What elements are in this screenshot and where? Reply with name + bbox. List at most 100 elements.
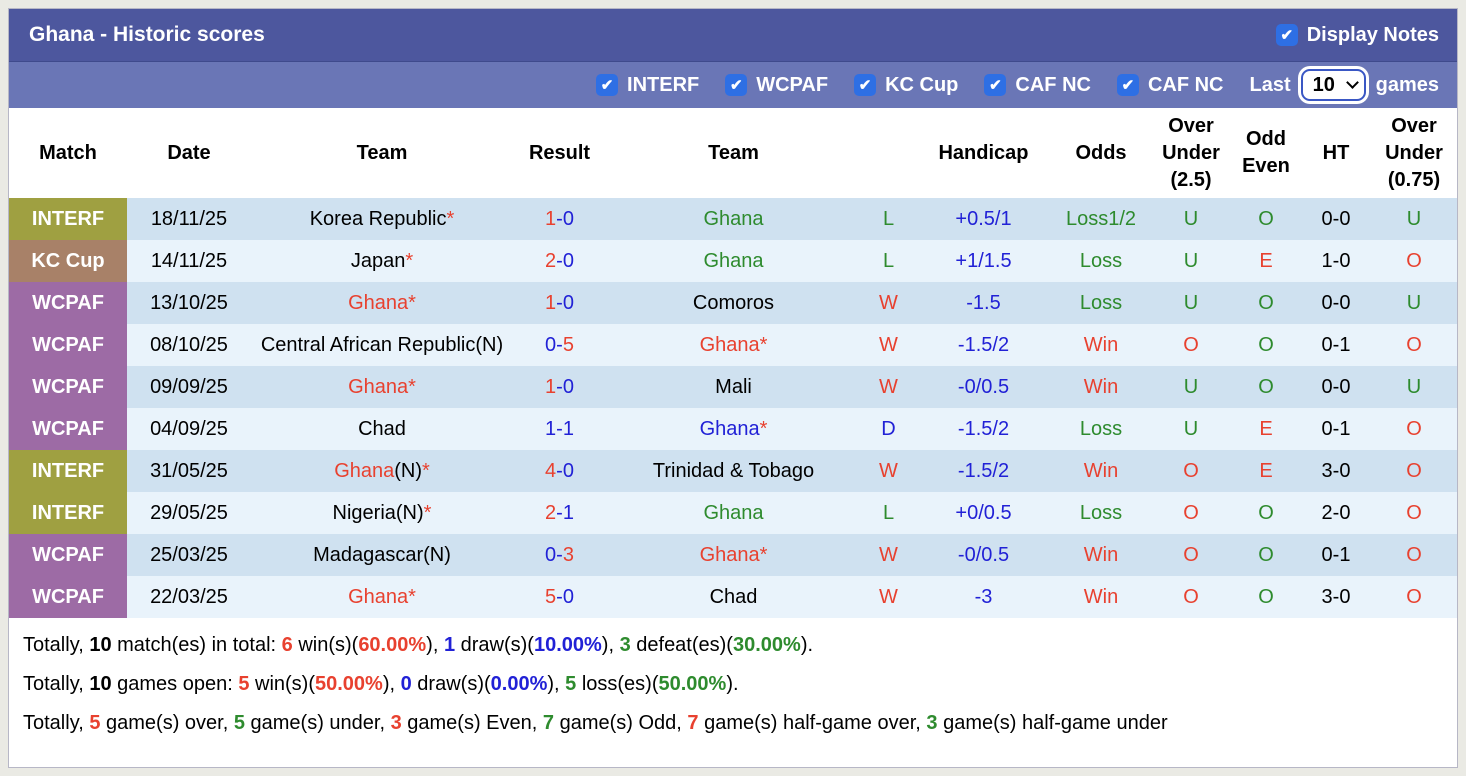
text-segment: U [1183,291,1199,314]
text-segment: O [1258,375,1274,398]
text-segment: Loss [1079,501,1123,524]
text-segment: 5 [565,673,577,695]
match-badge: WCPAF [9,576,127,618]
text-segment: 5 [238,673,250,695]
text-segment: * [408,585,416,608]
text-segment: O [1406,585,1422,608]
text-segment: 7 [542,712,555,734]
checkbox-checked-icon[interactable]: ✔ [725,74,748,96]
competition-toggle-caf-nc-4[interactable]: ✔ CAF NC [984,74,1091,97]
text-segment: ). [800,634,814,656]
text-segment: 14/11/25 [150,249,228,272]
odd-even-cell: E [1231,240,1301,282]
checkbox-checked-icon[interactable]: ✔ [854,74,877,96]
table-body: INTERF 18/11/25 Korea Republic* 1-0 Ghana L +0… [9,198,1457,618]
odds-cell: Loss [1051,492,1151,534]
result-cell: 2-1 [513,492,606,534]
summary-line-3: Totally, 5 game(s) over, 5 game(s) under… [23,704,1457,743]
checkbox-checked-icon[interactable]: ✔ [1116,74,1139,96]
text-segment: 0-0 [1321,375,1351,398]
match-badge: WCPAF [9,324,127,366]
text-segment: W [879,375,898,398]
text-segment: * [408,375,416,398]
text-segment: 04/09/25 [150,417,228,440]
ht-cell: 1-0 [1301,240,1371,282]
text-segment: 2 [545,249,557,272]
match-badge: WCPAF [9,534,127,576]
handicap-cell: -0/0.5 [916,534,1051,576]
over-under-075-cell: O [1371,408,1457,450]
over-under-25-cell: U [1151,408,1231,450]
over-under-075-cell: U [1371,282,1457,324]
text-segment: O [1258,501,1274,524]
text-segment: O [1258,333,1274,356]
result-cell: 1-0 [513,282,606,324]
away-team-cell: Trinidad & Tobago [606,450,861,492]
text-segment: 5 [89,712,101,734]
text-segment: +0/0.5 [955,501,1012,524]
text-segment: * [423,501,432,524]
over-under-25-cell: O [1151,324,1231,366]
text-segment: draw(s)( [455,634,534,656]
text-segment: Loss [1079,291,1123,314]
odds-cell: Win [1051,576,1151,618]
result-cell: 1-0 [513,366,606,408]
text-segment: Win [1083,459,1119,482]
text-segment: 13/10/25 [150,291,228,314]
over-under-075-cell: O [1371,576,1457,618]
text-segment: Ghana [699,543,760,566]
text-segment: U [1183,249,1199,272]
text-segment: 0- [545,333,563,356]
text-segment: Ghana [699,333,760,356]
handicap-cell: +0/0.5 [916,492,1051,534]
text-segment: U [1406,291,1422,314]
text-segment: * [759,543,768,566]
text-segment: * [408,291,416,314]
checkbox-checked-icon[interactable]: ✔ [596,74,619,96]
text-segment: Win [1083,375,1119,398]
competition-toggle-wcpaf-2[interactable]: ✔ WCPAF [725,74,828,97]
text-segment: Win [1083,333,1119,356]
text-segment: Ghana [703,249,764,272]
home-team-cell: Nigeria(N)* [251,492,513,534]
text-segment: Totally, [23,673,90,695]
odd-even-cell: O [1231,366,1301,408]
text-segment: Win [1083,585,1119,608]
match-badge: KC Cup [9,240,127,282]
display-notes-toggle[interactable]: ✔ Display Notes [1275,24,1439,47]
competition-toggle-caf-nc-5[interactable]: ✔ CAF NC [1116,74,1224,97]
text-segment: Central African Republic(N) [260,333,504,356]
handicap-cell: -0/0.5 [916,366,1051,408]
text-segment: -0 [556,207,574,230]
summary-line-2: Totally, 10 games open: 5 win(s)(50.00%)… [23,665,1457,704]
date-cell: 08/10/25 [127,324,251,366]
text-segment: O [1406,417,1422,440]
ht-cell: 0-1 [1301,324,1371,366]
competition-toggle-kc-cup-3[interactable]: ✔ KC Cup [854,74,958,97]
column-header-odds: Odds [1051,108,1151,198]
checkbox-checked-icon[interactable]: ✔ [984,74,1007,96]
odd-even-cell: E [1231,408,1301,450]
result-cell: 1-0 [513,198,606,240]
odd-even-cell: O [1231,576,1301,618]
wdl-cell: L [861,198,916,240]
competition-toggle-interf-1[interactable]: ✔ INTERF [596,74,699,97]
wdl-cell: W [861,534,916,576]
games-count-select[interactable]: 10 [1300,69,1366,101]
away-team-cell: Ghana [606,198,861,240]
home-team-cell: Japan* [251,240,513,282]
date-cell: 29/05/25 [127,492,251,534]
wdl-cell: W [861,324,916,366]
text-segment: 6 [281,634,293,656]
result-cell: 0-5 [513,324,606,366]
checkbox-checked-icon[interactable]: ✔ [1275,24,1298,46]
over-under-25-cell: U [1151,282,1231,324]
wdl-cell: W [861,576,916,618]
text-segment: Loss1/2 [1065,207,1137,230]
text-segment: 2-0 [1321,501,1351,524]
text-segment: Totally, [23,634,90,656]
text-segment: 60.00% [358,634,427,656]
text-segment: game(s) half-game under [937,712,1168,734]
text-segment: 1 [443,634,456,656]
text-segment: O [1406,543,1422,566]
